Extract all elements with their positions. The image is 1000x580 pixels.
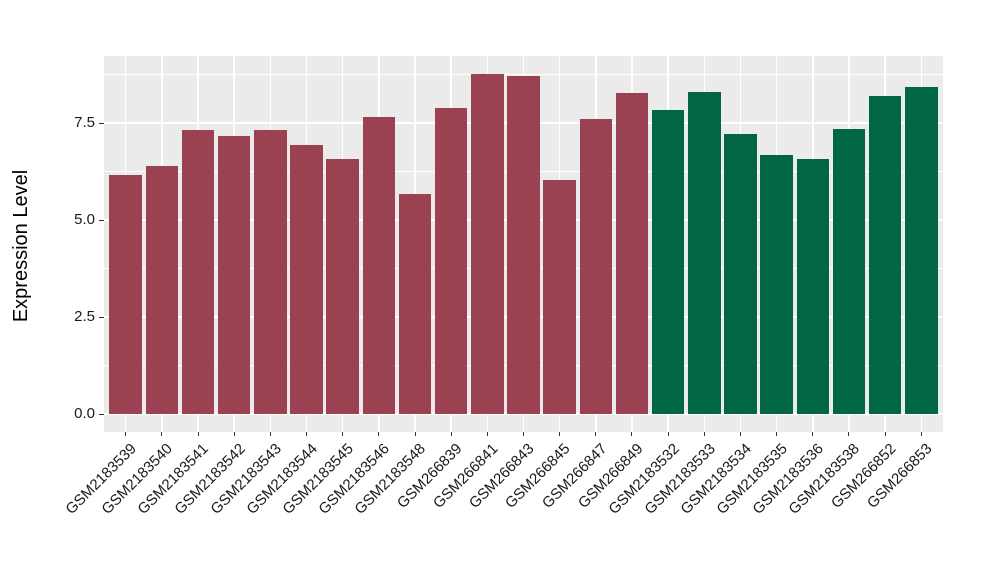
x-tick-mark (306, 432, 308, 436)
x-tick-mark (884, 432, 886, 436)
y-tick-label: 0.0 (74, 405, 95, 422)
bar-GSM2183544 (290, 145, 323, 414)
y-tick-label: 7.5 (74, 114, 95, 131)
x-tick-mark (703, 432, 705, 436)
bar-GSM2183541 (181, 129, 215, 414)
y-tick-mark (99, 219, 104, 221)
x-tick-mark (739, 432, 741, 436)
x-tick-mark (414, 432, 416, 436)
y-tick-mark (99, 122, 104, 124)
bar-GSM2183548 (398, 194, 432, 414)
bar-GSM2183534 (724, 133, 757, 414)
x-tick-mark (269, 432, 271, 436)
x-tick-mark (920, 432, 922, 436)
bar-GSM266853 (905, 86, 938, 414)
bar-GSM2183545 (326, 158, 359, 414)
x-tick-mark (161, 432, 163, 436)
bar-GSM2183536 (796, 159, 830, 414)
y-tick-label: 5.0 (74, 211, 95, 228)
x-tick-mark (667, 432, 669, 436)
bar-GSM266849 (615, 92, 649, 414)
y-tick-mark (99, 413, 104, 415)
y-tick-mark (99, 316, 104, 318)
bar-GSM2183542 (217, 136, 251, 414)
bar-GSM2183533 (688, 91, 721, 414)
bar-GSM2183540 (145, 166, 179, 414)
x-tick-mark (848, 432, 850, 436)
x-tick-mark (197, 432, 199, 436)
x-tick-mark (125, 432, 127, 436)
bar-GSM2183539 (109, 175, 142, 414)
x-tick-mark (486, 432, 488, 436)
bar-GSM266839 (434, 107, 468, 414)
bar-GSM266845 (543, 180, 576, 414)
plot-panel (104, 56, 943, 432)
y-tick-label: 2.5 (74, 308, 95, 325)
x-tick-mark (233, 432, 235, 436)
bar-GSM2183546 (362, 116, 396, 414)
x-tick-mark (595, 432, 597, 436)
bar-GSM266847 (579, 119, 613, 414)
x-tick-mark (559, 432, 561, 436)
x-tick-mark (342, 432, 344, 436)
bar-GSM266841 (471, 73, 504, 414)
bar-GSM2183538 (832, 128, 866, 414)
bar-GSM2183532 (651, 109, 685, 414)
bar-GSM2183543 (254, 130, 287, 414)
x-tick-mark (812, 432, 814, 436)
x-tick-mark (523, 432, 524, 436)
x-tick-mark (776, 432, 778, 436)
bar-GSM266843 (507, 76, 540, 414)
bar-GSM2183535 (760, 154, 793, 414)
x-tick-mark (631, 432, 633, 436)
x-tick-mark (378, 432, 380, 436)
bar-GSM266852 (868, 95, 902, 414)
x-tick-mark (450, 432, 452, 436)
